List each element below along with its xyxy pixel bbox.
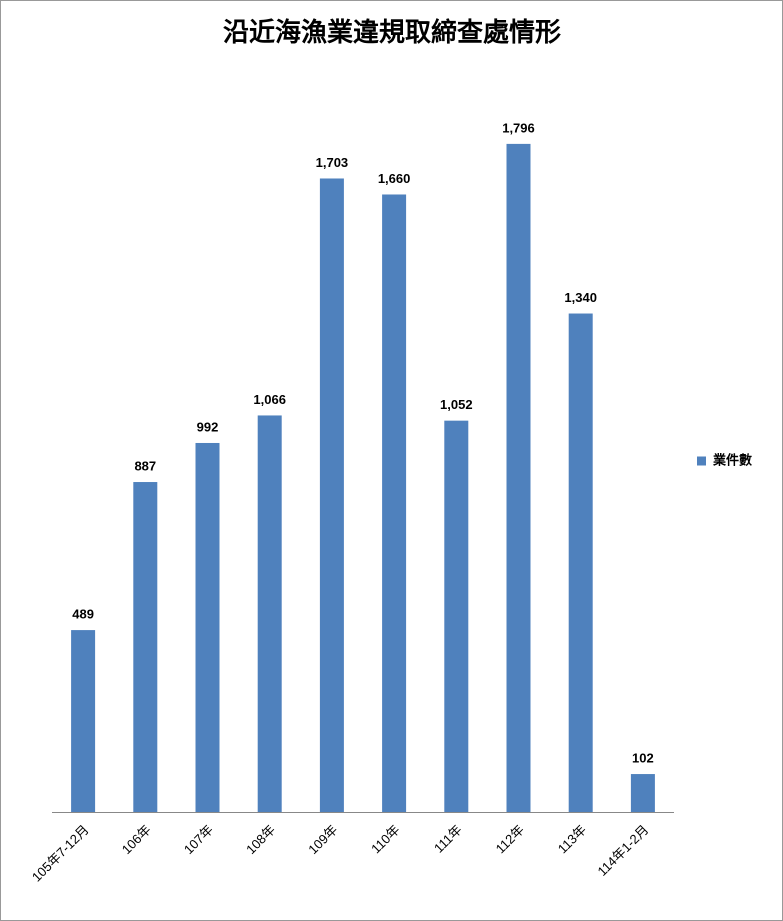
bar (506, 143, 531, 812)
value-label: 1,660 (378, 171, 411, 186)
value-label: 887 (134, 458, 156, 473)
bar (630, 774, 655, 812)
bar (71, 630, 96, 812)
bar (257, 415, 282, 812)
legend-label: 業件數 (712, 452, 752, 467)
legend-swatch (697, 456, 706, 466)
value-label: 489 (72, 607, 94, 622)
bar (195, 442, 220, 812)
value-label: 102 (632, 750, 654, 765)
value-label: 1,340 (564, 290, 597, 305)
value-label: 1,796 (502, 120, 535, 135)
value-label: 1,052 (440, 397, 473, 412)
bar (319, 178, 344, 812)
bar (444, 420, 469, 812)
value-label: 1,066 (253, 392, 286, 407)
bar (382, 194, 407, 813)
value-label: 1,703 (316, 155, 349, 170)
bar (133, 482, 158, 812)
chart-title: 沿近海漁業違規取締查處情形 (223, 17, 561, 48)
bar (568, 313, 593, 812)
value-label: 992 (197, 419, 219, 434)
